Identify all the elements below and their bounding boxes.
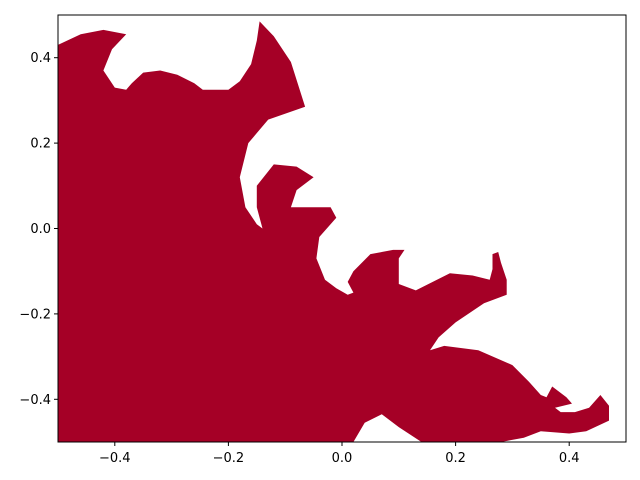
y-tick-label: 0.4 [30, 51, 51, 66]
y-tick-label: 0.2 [30, 137, 51, 152]
y-axis: 0.4 0.2 0.0 −0.2 −0.4 [19, 51, 58, 408]
plot-area [58, 21, 609, 442]
x-axis: −0.4 −0.2 0.0 0.2 0.4 [99, 442, 580, 466]
filled-region-0 [58, 21, 609, 442]
x-tick-label: −0.4 [99, 451, 131, 466]
x-tick-label: 0.0 [332, 451, 353, 466]
y-tick-label: −0.2 [19, 307, 51, 322]
x-tick-label: −0.2 [213, 451, 245, 466]
y-tick-label: −0.4 [19, 393, 51, 408]
x-tick-label: 0.4 [559, 451, 580, 466]
x-tick-label: 0.2 [445, 451, 466, 466]
y-tick-label: 0.0 [30, 222, 51, 237]
